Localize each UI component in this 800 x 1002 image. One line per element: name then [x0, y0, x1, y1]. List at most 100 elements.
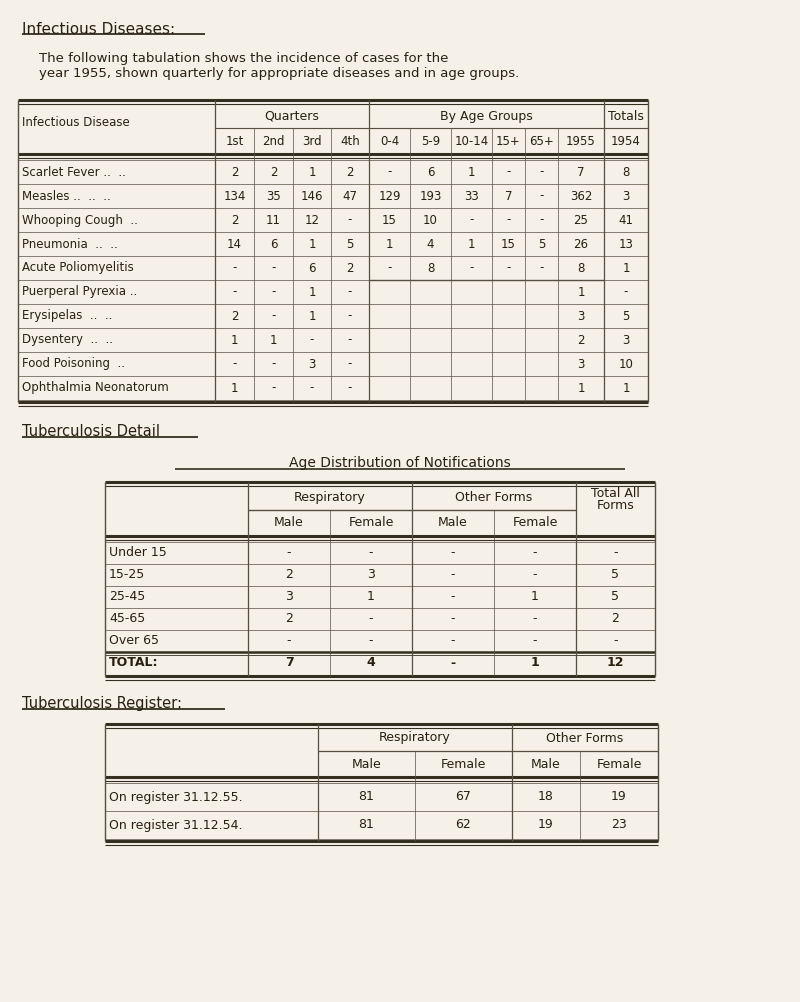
Text: On register 31.12.54.: On register 31.12.54.: [109, 819, 242, 832]
Text: -: -: [271, 382, 276, 395]
Text: 1: 1: [468, 237, 475, 250]
Text: -: -: [286, 634, 291, 647]
Text: 2: 2: [230, 165, 238, 178]
Text: Totals: Totals: [608, 109, 644, 122]
Text: -: -: [232, 286, 237, 299]
Text: Infectious Disease: Infectious Disease: [22, 115, 130, 128]
Text: 3: 3: [285, 590, 293, 603]
Text: 2: 2: [346, 262, 354, 275]
Text: 3: 3: [622, 189, 630, 202]
Text: Respiratory: Respiratory: [379, 731, 451, 744]
Text: -: -: [387, 165, 392, 178]
Text: By Age Groups: By Age Groups: [440, 109, 533, 122]
Text: 1: 1: [578, 286, 585, 299]
Text: Quarters: Quarters: [265, 109, 319, 122]
Text: -: -: [271, 262, 276, 275]
Text: 362: 362: [570, 189, 592, 202]
Text: 25: 25: [574, 213, 589, 226]
Text: 1: 1: [386, 237, 394, 250]
Text: Male: Male: [438, 516, 468, 529]
Text: 15+: 15+: [496, 134, 521, 147]
Text: 47: 47: [342, 189, 358, 202]
Text: 2: 2: [230, 310, 238, 323]
Text: -: -: [271, 358, 276, 371]
Text: 35: 35: [266, 189, 281, 202]
Text: Puerperal Pyrexia ..: Puerperal Pyrexia ..: [22, 286, 138, 299]
Text: 2: 2: [611, 612, 619, 625]
Text: 8: 8: [427, 262, 434, 275]
Text: 1954: 1954: [611, 134, 641, 147]
Text: 5: 5: [622, 310, 630, 323]
Text: -: -: [369, 634, 374, 647]
Text: -: -: [369, 612, 374, 625]
Text: 1: 1: [230, 334, 238, 347]
Text: 146: 146: [301, 189, 323, 202]
Text: -: -: [348, 334, 352, 347]
Text: 62: 62: [456, 819, 471, 832]
Text: -: -: [387, 262, 392, 275]
Text: 81: 81: [358, 791, 374, 804]
Text: 15-25: 15-25: [109, 568, 146, 581]
Text: 1: 1: [230, 382, 238, 395]
Text: -: -: [232, 262, 237, 275]
Text: Male: Male: [352, 758, 382, 771]
Text: 11: 11: [266, 213, 281, 226]
Text: Male: Male: [274, 516, 304, 529]
Text: 45-65: 45-65: [109, 612, 146, 625]
Text: -: -: [271, 310, 276, 323]
Text: 1: 1: [308, 237, 316, 250]
Text: -: -: [450, 634, 455, 647]
Text: Female: Female: [441, 758, 486, 771]
Text: 8: 8: [622, 165, 630, 178]
Text: 65+: 65+: [529, 134, 554, 147]
Text: -: -: [348, 286, 352, 299]
Text: Acute Poliomyelitis: Acute Poliomyelitis: [22, 262, 134, 275]
Text: 3: 3: [308, 358, 316, 371]
Text: -: -: [539, 165, 544, 178]
Text: -: -: [533, 568, 538, 581]
Text: 19: 19: [538, 819, 554, 832]
Text: Erysipelas  ..  ..: Erysipelas .. ..: [22, 310, 112, 323]
Text: -: -: [539, 189, 544, 202]
Text: -: -: [533, 546, 538, 559]
Text: 13: 13: [618, 237, 634, 250]
Text: -: -: [539, 262, 544, 275]
Text: 6: 6: [270, 237, 278, 250]
Text: 1955: 1955: [566, 134, 596, 147]
Text: Food Poisoning  ..: Food Poisoning ..: [22, 358, 125, 371]
Text: 26: 26: [574, 237, 589, 250]
Text: 1st: 1st: [226, 134, 244, 147]
Text: 41: 41: [618, 213, 634, 226]
Text: 6: 6: [426, 165, 434, 178]
Text: 3: 3: [367, 568, 375, 581]
Text: 2: 2: [346, 165, 354, 178]
Text: 4: 4: [426, 237, 434, 250]
Text: 33: 33: [464, 189, 479, 202]
Text: 12: 12: [606, 656, 624, 669]
Text: 1: 1: [308, 286, 316, 299]
Text: 8: 8: [578, 262, 585, 275]
Text: Ophthalmia Neonatorum: Ophthalmia Neonatorum: [22, 382, 169, 395]
Text: Forms: Forms: [597, 499, 634, 511]
Text: -: -: [614, 546, 618, 559]
Text: On register 31.12.55.: On register 31.12.55.: [109, 791, 242, 804]
Text: -: -: [506, 213, 510, 226]
Text: -: -: [450, 656, 455, 669]
Text: 3: 3: [578, 358, 585, 371]
Text: Age Distribution of Notifications: Age Distribution of Notifications: [289, 456, 511, 470]
Text: Other Forms: Other Forms: [455, 491, 533, 503]
Text: Female: Female: [512, 516, 558, 529]
Text: 4th: 4th: [340, 134, 360, 147]
Text: 3rd: 3rd: [302, 134, 322, 147]
Text: 7: 7: [578, 165, 585, 178]
Text: 1: 1: [270, 334, 278, 347]
Text: 2nd: 2nd: [262, 134, 285, 147]
Text: 67: 67: [455, 791, 471, 804]
Text: -: -: [348, 310, 352, 323]
Text: 15: 15: [382, 213, 397, 226]
Text: -: -: [624, 286, 628, 299]
Text: 19: 19: [611, 791, 627, 804]
Text: TOTAL:: TOTAL:: [109, 656, 158, 669]
Text: -: -: [232, 358, 237, 371]
Text: 7: 7: [285, 656, 294, 669]
